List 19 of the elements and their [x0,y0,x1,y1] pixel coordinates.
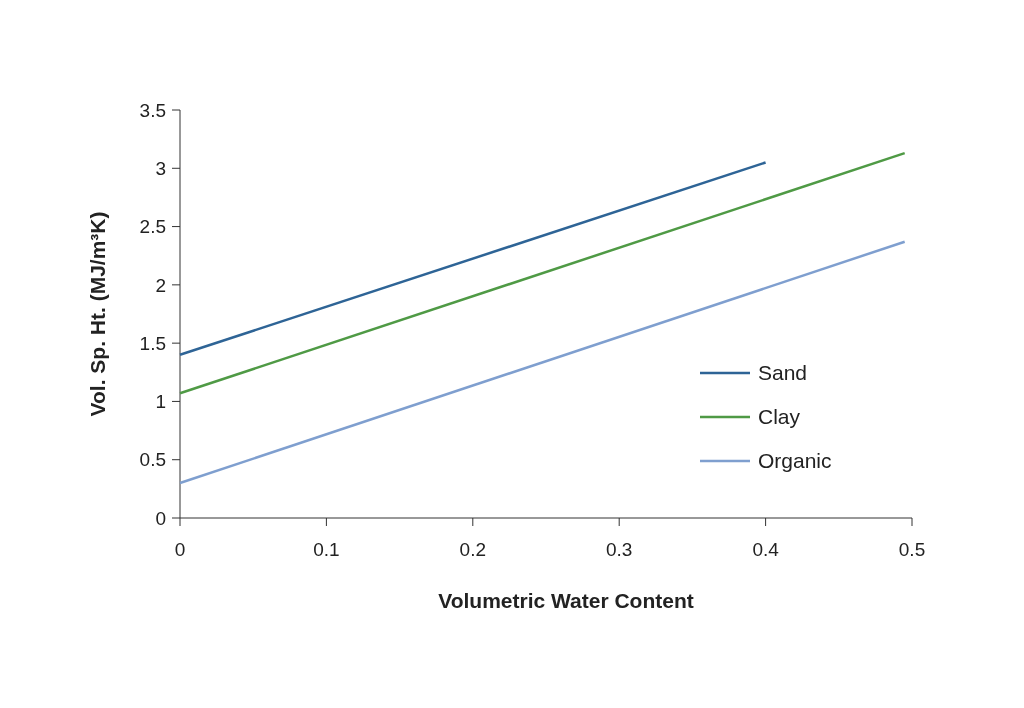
y-tick-label: 3.5 [139,99,166,121]
legend-label: Sand [758,361,808,385]
y-tick-label: 1.5 [139,332,166,354]
x-tick-label: 0.4 [752,539,780,560]
y-axis-title: Vol. Sp. Ht. (MJ/m³K) [86,211,109,417]
x-axis-title: Volumetric Water Content [438,589,694,612]
x-tick-label: 0.2 [459,539,487,560]
y-tick-label: 2.5 [139,216,166,238]
y-tick-label: 1 [155,391,166,413]
y-tick-label: 2 [155,274,166,296]
x-tick-label: 0.1 [313,539,340,560]
x-tick-label: 0.3 [605,539,633,560]
y-tick-label: 3 [155,157,166,179]
x-tick-label: 0 [174,539,186,560]
legend-label: Organic [758,449,832,473]
legend-label: Clay [758,405,801,429]
x-tick-label: 0.5 [898,539,926,560]
y-tick-label: 0.5 [139,449,166,471]
y-tick-label: 0 [155,507,166,529]
